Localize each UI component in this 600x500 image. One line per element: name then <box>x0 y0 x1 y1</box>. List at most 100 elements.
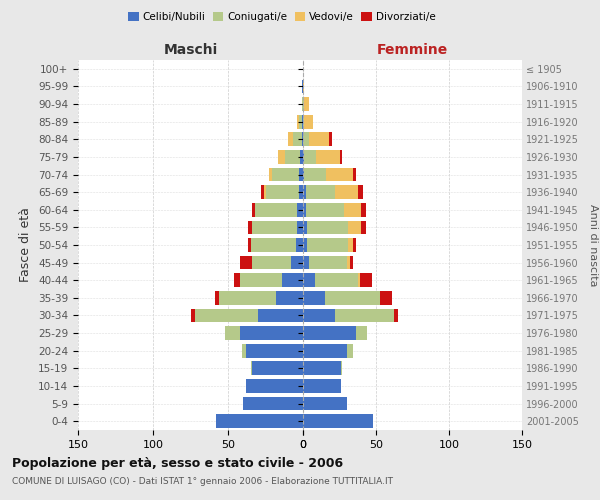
Bar <box>300 150 303 164</box>
Bar <box>261 186 303 199</box>
Bar <box>302 97 303 111</box>
Y-axis label: Fasce di età: Fasce di età <box>19 208 32 282</box>
Bar <box>303 168 304 181</box>
Bar <box>303 274 371 287</box>
Title: Femmine: Femmine <box>377 44 448 58</box>
Bar <box>219 291 303 304</box>
Bar <box>303 203 366 216</box>
Bar <box>303 326 367 340</box>
Bar <box>252 203 303 216</box>
Bar <box>303 150 340 164</box>
Bar <box>303 220 348 234</box>
Y-axis label: Anni di nascita: Anni di nascita <box>589 204 598 286</box>
Bar <box>216 414 303 428</box>
Bar <box>251 238 303 252</box>
Bar <box>303 150 316 164</box>
Bar <box>243 396 303 410</box>
Bar <box>302 80 303 94</box>
Title: Maschi: Maschi <box>163 44 218 58</box>
Bar <box>303 396 347 410</box>
Bar <box>303 344 347 358</box>
Bar <box>303 115 313 128</box>
Bar <box>303 256 309 270</box>
Bar <box>303 203 344 216</box>
Bar <box>276 291 303 304</box>
Bar <box>303 308 335 322</box>
Bar <box>303 132 309 146</box>
Bar <box>297 203 303 216</box>
Bar <box>216 414 303 428</box>
Bar <box>282 274 303 287</box>
Bar <box>240 256 303 270</box>
Bar <box>277 150 303 164</box>
Bar <box>303 274 358 287</box>
Bar <box>302 97 303 111</box>
Legend: Celibi/Nubili, Coniugati/e, Vedovi/e, Divorziati/e: Celibi/Nubili, Coniugati/e, Vedovi/e, Di… <box>124 8 440 26</box>
Bar <box>303 256 353 270</box>
Bar <box>297 220 303 234</box>
Bar <box>297 115 303 128</box>
Bar <box>303 97 309 111</box>
Bar <box>303 186 358 199</box>
Bar <box>303 379 341 393</box>
Bar <box>303 220 366 234</box>
Bar <box>216 414 303 428</box>
Bar <box>288 132 303 146</box>
Bar <box>303 362 343 375</box>
Bar <box>303 238 307 252</box>
Bar <box>303 203 306 216</box>
Bar <box>243 396 303 410</box>
Bar <box>303 238 356 252</box>
Bar <box>246 379 303 393</box>
Bar <box>303 97 309 111</box>
Bar <box>299 168 303 181</box>
Bar <box>303 396 347 410</box>
Bar <box>303 132 329 146</box>
Bar <box>246 379 303 393</box>
Bar <box>303 326 367 340</box>
Bar <box>285 150 303 164</box>
Bar <box>265 186 303 199</box>
Bar <box>241 344 303 358</box>
Bar <box>303 396 347 410</box>
Bar <box>303 203 361 216</box>
Bar <box>243 396 303 410</box>
Bar <box>303 256 350 270</box>
Bar <box>240 326 303 340</box>
Bar <box>302 80 303 94</box>
Bar <box>225 326 303 340</box>
Bar <box>303 362 343 375</box>
Bar <box>277 150 303 164</box>
Bar <box>303 80 304 94</box>
Bar <box>269 168 303 181</box>
Bar <box>302 115 303 128</box>
Bar <box>252 220 303 234</box>
Bar <box>303 291 380 304</box>
Bar <box>191 308 303 322</box>
Bar <box>303 186 306 199</box>
Bar <box>303 379 341 393</box>
Bar <box>303 291 325 304</box>
Bar <box>303 168 326 181</box>
Bar <box>299 186 303 199</box>
Bar <box>271 168 303 181</box>
Bar <box>303 115 304 128</box>
Bar <box>303 308 394 322</box>
Bar <box>303 308 394 322</box>
Bar <box>303 362 341 375</box>
Bar <box>303 326 356 340</box>
Bar <box>241 344 303 358</box>
Bar <box>303 220 361 234</box>
Bar <box>251 362 303 375</box>
Bar <box>195 308 303 322</box>
Bar <box>215 291 303 304</box>
Bar <box>234 274 303 287</box>
Bar <box>303 414 373 428</box>
Bar <box>303 150 304 164</box>
Bar <box>303 150 343 164</box>
Bar <box>225 326 303 340</box>
Bar <box>264 186 303 199</box>
Bar <box>303 256 347 270</box>
Bar <box>255 203 303 216</box>
Bar <box>303 132 332 146</box>
